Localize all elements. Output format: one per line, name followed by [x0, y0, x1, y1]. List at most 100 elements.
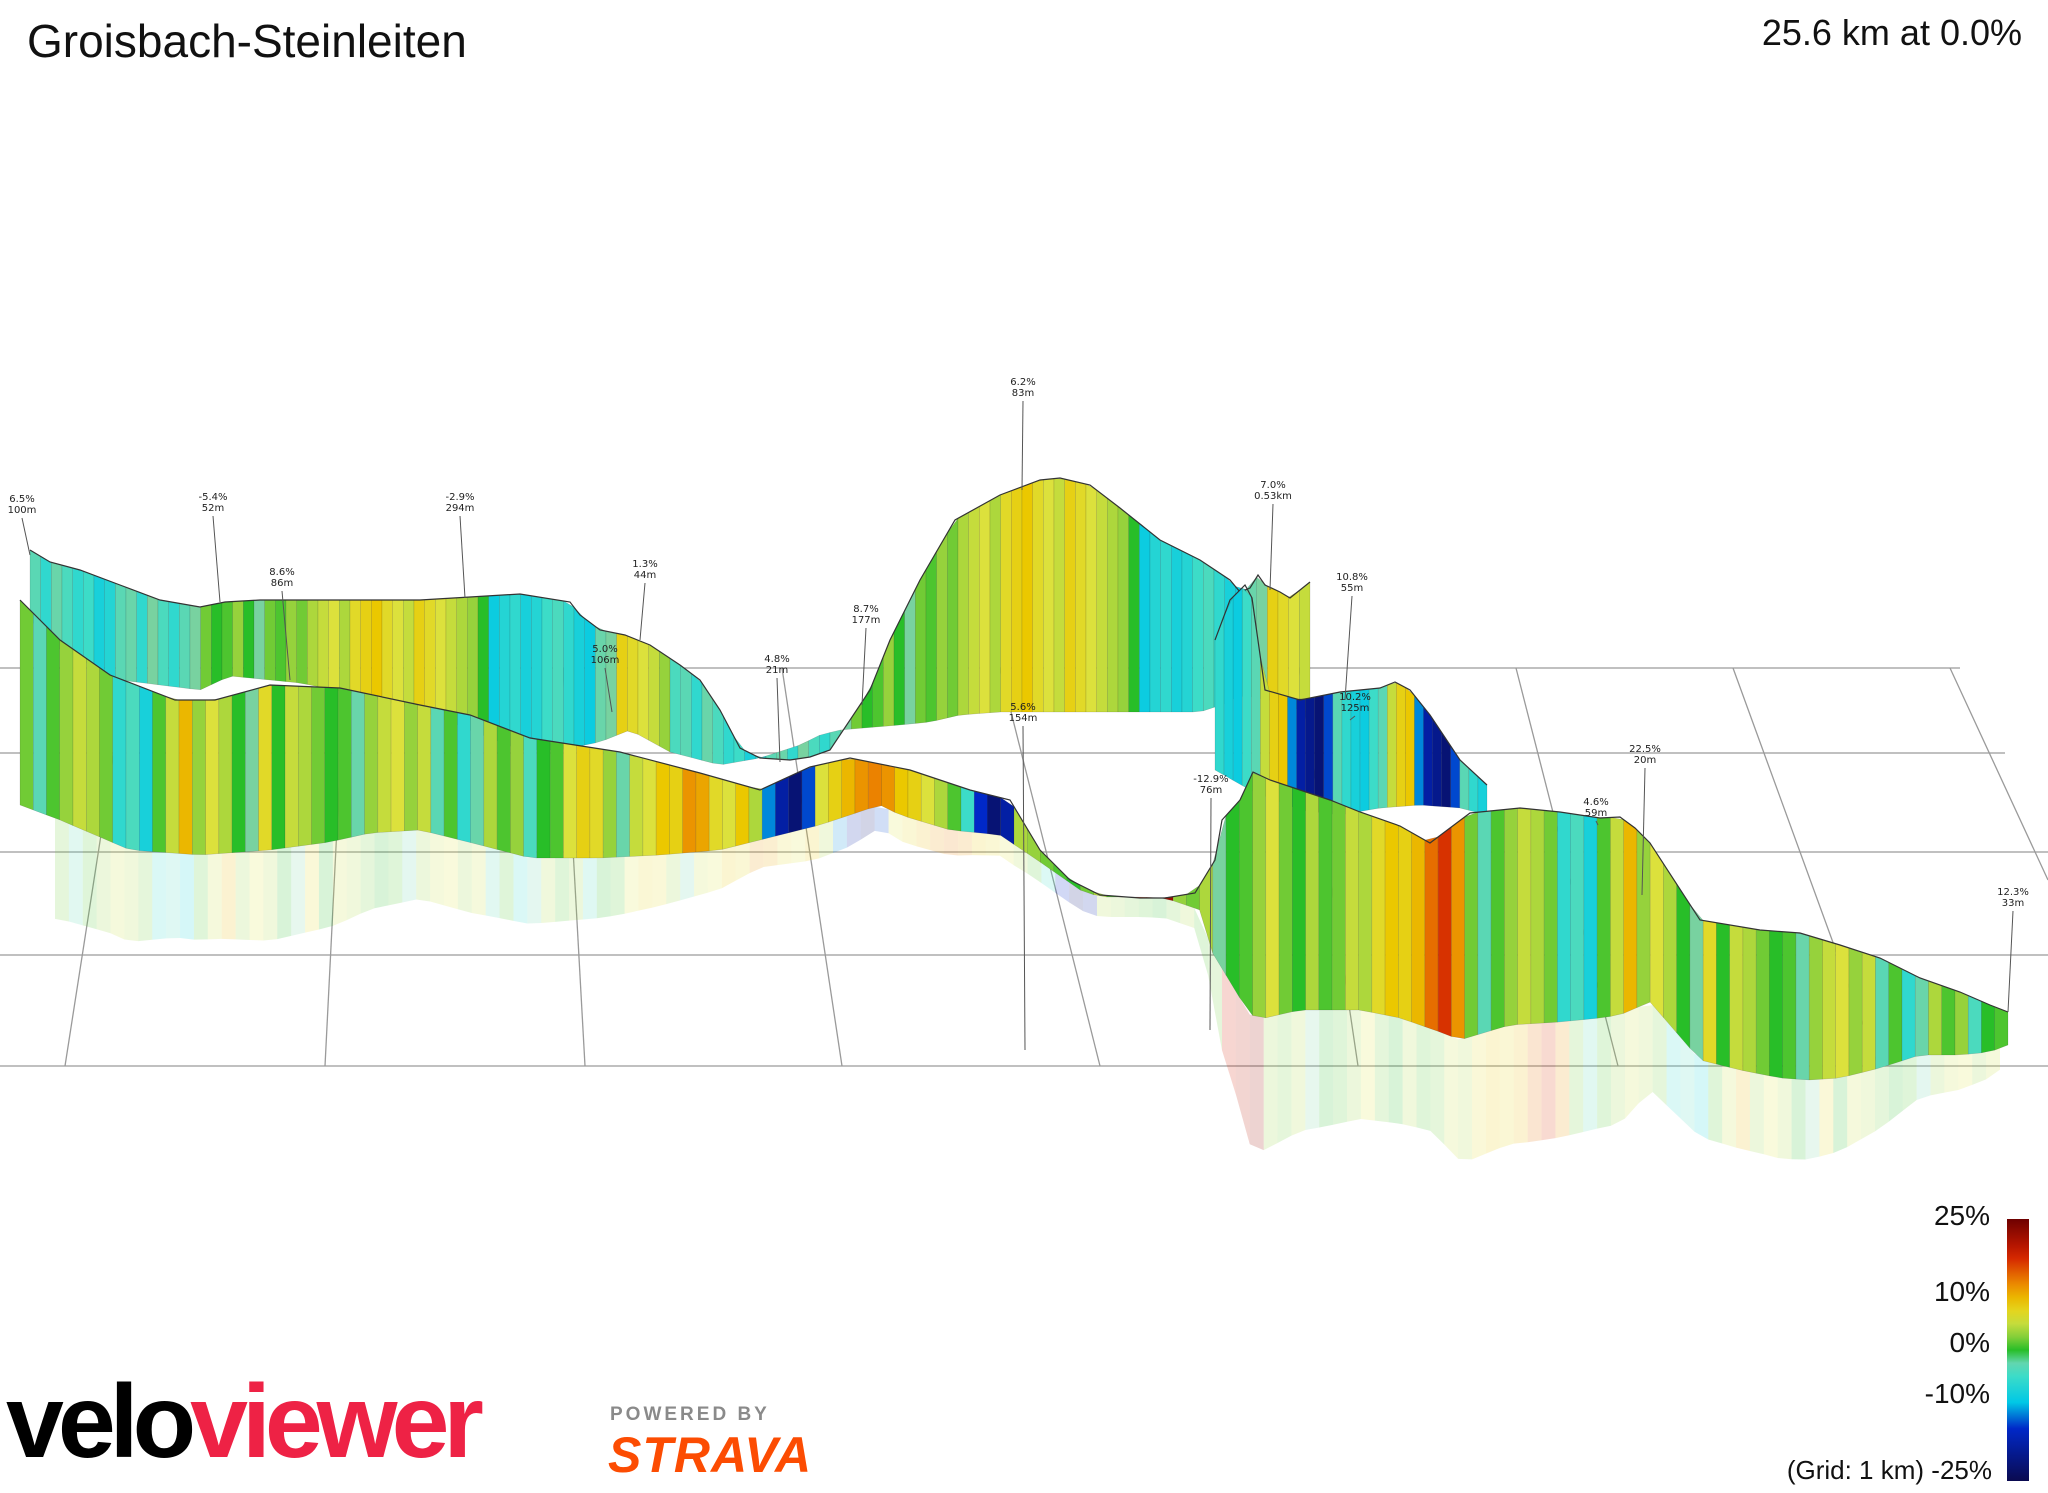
profile-segment	[1755, 929, 1770, 1077]
reflection-segment	[1902, 1056, 1917, 1111]
veloviewer-logo[interactable]: veloviewer	[6, 1375, 586, 1475]
reflection-segment	[944, 828, 959, 856]
profile-segment	[1160, 539, 1172, 713]
profile-segment	[19, 599, 34, 811]
profile-segment	[443, 709, 458, 840]
reflection-segment	[985, 833, 1000, 856]
reflection-segment	[527, 857, 542, 924]
annotation-length: 76m	[1200, 785, 1222, 796]
profile-segment	[1288, 590, 1300, 711]
annotation-gradient: -2.9%	[445, 492, 474, 503]
reflection-segment	[1305, 1010, 1320, 1131]
profile-segment	[157, 598, 169, 687]
profile-segment	[351, 690, 365, 838]
profile-segment	[168, 601, 180, 688]
profile-segment	[211, 602, 223, 686]
reflection-segment	[1652, 1005, 1667, 1106]
profile-segment	[83, 570, 95, 668]
logo-velo: velo	[6, 1375, 193, 1475]
annotation-length: 106m	[591, 655, 620, 666]
reflection-segment	[388, 831, 403, 906]
powered-by-label: POWERED BY	[610, 1404, 770, 1425]
profile-segment	[1424, 836, 1439, 1032]
profile-segment	[430, 706, 445, 837]
reflection-segment	[1583, 1018, 1598, 1132]
profile-segment	[1742, 926, 1757, 1074]
profile-segment	[1323, 693, 1334, 815]
profile-segment	[392, 599, 404, 707]
profile-segment	[1464, 811, 1479, 1039]
profile-segment	[1432, 718, 1442, 807]
reflection-segment	[1986, 1048, 2000, 1080]
logo-viewer: viewer	[190, 1375, 482, 1475]
reflection-segment	[999, 834, 1014, 866]
reflection-segment	[846, 811, 861, 848]
profile-segment	[1689, 903, 1704, 1062]
profile-segment	[1241, 587, 1252, 791]
reflection-segment	[416, 830, 431, 902]
reflection-segment	[1222, 968, 1236, 1095]
profile-segment	[205, 698, 220, 855]
profile-segment	[435, 598, 447, 721]
reflection-segment	[1791, 1078, 1806, 1160]
profile-segment	[1075, 481, 1087, 713]
annotation-gradient: 4.6%	[1583, 797, 1608, 808]
profile-segment	[881, 763, 895, 813]
profile-segment	[1239, 772, 1253, 1017]
profile-segment	[616, 751, 630, 858]
reflection-segment	[916, 819, 931, 851]
profile-segment	[1822, 939, 1836, 1080]
profile-segment	[1450, 745, 1461, 809]
reflection-segment	[193, 854, 208, 940]
profile-segment	[801, 765, 816, 830]
profile-segment	[1171, 545, 1183, 713]
profile-segment	[1437, 826, 1452, 1037]
profile-segment	[541, 597, 553, 751]
profile-segment	[232, 600, 244, 678]
profile-segment	[748, 786, 763, 844]
profile-segment	[1676, 883, 1691, 1049]
reflection-segment	[805, 825, 820, 862]
gradient-annotations: 6.5%100m -5.4%52m 8.6%86m -2.9%294m 1.3%44m 5…	[8, 377, 2029, 1051]
reflection-segment	[1805, 1079, 1820, 1160]
profile-segment	[1212, 815, 1227, 977]
profile-segment	[523, 735, 538, 859]
profile-segment	[349, 599, 361, 696]
reflection-segment	[1749, 1071, 1764, 1155]
profile-segment	[552, 598, 564, 751]
reflection-segment	[1930, 1055, 1945, 1096]
profile-segment	[360, 599, 372, 699]
profile-segment	[761, 782, 776, 840]
profile-segment	[723, 716, 735, 765]
reflection-segment	[1458, 1036, 1473, 1160]
reflection-segment	[221, 852, 236, 940]
annotation-length: 20m	[1634, 755, 1656, 766]
profile-segment	[1043, 478, 1055, 713]
profile-segment	[531, 595, 543, 751]
reflection-segment	[749, 839, 764, 874]
profile-segment	[536, 738, 551, 859]
profile-segment	[797, 740, 809, 760]
reflection-segment	[1680, 1037, 1695, 1132]
reflection-segment	[485, 846, 500, 919]
reflection-segment	[346, 835, 361, 921]
reflection-segment	[721, 846, 736, 889]
profile-segment	[381, 599, 393, 704]
profile-segment	[1384, 820, 1399, 1018]
profile-segment	[178, 699, 193, 855]
profile-segment	[243, 600, 255, 679]
reflection-segment	[152, 851, 167, 940]
strava-logo[interactable]: STRAVA	[608, 1427, 813, 1483]
profile-segment	[883, 631, 895, 727]
annotation-leader	[2007, 910, 2014, 1013]
profile-segment	[1517, 807, 1532, 1025]
reflection-segment	[582, 858, 597, 920]
profile-segment	[629, 754, 644, 857]
profile-segment	[33, 612, 47, 816]
profile-segment	[1623, 819, 1638, 1014]
reflection-segment	[291, 845, 306, 936]
reflection-segment	[1666, 1021, 1681, 1119]
reflection-segment	[1180, 903, 1195, 929]
profile-segment	[86, 657, 100, 838]
reflection-segment	[1944, 1055, 1959, 1093]
